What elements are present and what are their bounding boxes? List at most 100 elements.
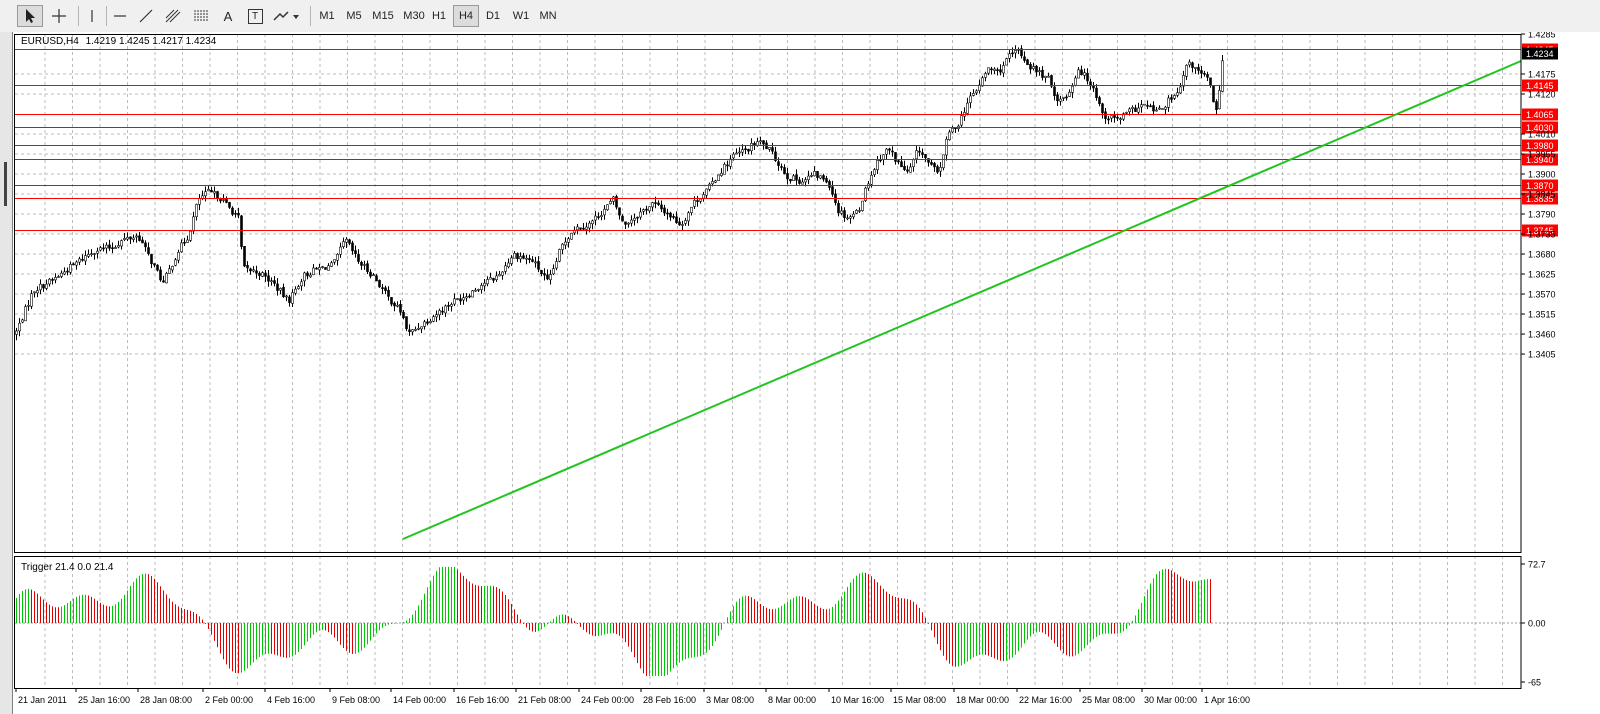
candle-body	[423, 321, 426, 327]
candle-body	[768, 147, 771, 150]
arrows-button[interactable]	[270, 5, 304, 27]
candle-body	[69, 264, 72, 273]
candle-body	[630, 219, 633, 224]
candle-body	[225, 199, 228, 203]
timeframe-m5-button[interactable]: M5	[346, 10, 362, 22]
candle-body	[813, 170, 816, 177]
vertical-line-button[interactable]	[80, 5, 104, 27]
edge-marker	[4, 162, 7, 206]
candle-body	[618, 207, 621, 216]
crosshair-button[interactable]	[46, 5, 72, 27]
horizontal-line-button[interactable]	[108, 5, 132, 27]
candle-body	[591, 220, 594, 225]
level-price-label: 1.4145	[1526, 81, 1554, 91]
candle-body	[192, 216, 195, 232]
candle-body	[1038, 70, 1041, 73]
candle-body	[234, 212, 237, 215]
time-axis-label: 22 Mar 16:00	[1019, 695, 1072, 705]
candle-body	[816, 171, 819, 178]
level-price-badge	[1522, 179, 1558, 192]
candle-body	[576, 226, 579, 231]
candle-body	[750, 143, 753, 152]
candle-body	[60, 272, 63, 277]
candle-body	[525, 257, 528, 260]
price-axis-label: 1.3625	[1528, 270, 1556, 280]
price-axis-label: 1.3460	[1528, 330, 1556, 340]
candle-body	[378, 280, 381, 288]
candle-body	[639, 211, 642, 218]
trendline-button[interactable]	[134, 5, 158, 27]
candle-body	[438, 310, 441, 316]
timeframe-m1-button[interactable]: M1	[319, 10, 335, 22]
cursor-button[interactable]	[17, 5, 43, 27]
candle-body	[789, 178, 792, 182]
candle-body	[291, 292, 294, 304]
candle-body	[1098, 97, 1101, 104]
candle-body	[324, 267, 327, 270]
candle-body	[825, 178, 828, 183]
candle-body	[273, 280, 276, 284]
candle-body	[972, 93, 975, 96]
candle-body	[339, 246, 342, 255]
timeframe-m15-button[interactable]: M15	[372, 10, 394, 22]
candle-body	[381, 287, 384, 289]
candle-body	[552, 268, 555, 275]
timeframe-h4-button[interactable]: H4	[453, 5, 479, 27]
timeframe-mn-button[interactable]: MN	[539, 10, 557, 22]
candle-body	[711, 181, 714, 185]
candle-body	[429, 320, 432, 324]
candle-body	[1212, 85, 1215, 103]
candle-body	[252, 269, 255, 272]
candle-body	[636, 216, 639, 219]
candle-body	[798, 179, 801, 184]
candle-body	[345, 238, 348, 243]
candle-body	[168, 268, 171, 274]
candle-body	[363, 264, 366, 266]
toolbar-separator	[310, 6, 311, 26]
candle-body	[1194, 67, 1197, 69]
candle-body	[633, 217, 636, 221]
candle-body	[237, 212, 240, 216]
candle-body	[66, 270, 69, 273]
candle-body	[144, 242, 147, 248]
candle-body	[507, 262, 510, 268]
candle-body	[900, 161, 903, 168]
candle-body	[402, 311, 405, 318]
chart-canvas[interactable]: 1.42451.41451.40651.40301.39801.39401.38…	[13, 32, 1600, 714]
text-label-button[interactable]: T	[243, 5, 267, 27]
candle-body	[1170, 97, 1173, 100]
chart-window[interactable]: 1.42451.41451.40651.40301.39801.39401.38…	[12, 32, 1600, 714]
candle-body	[63, 271, 66, 275]
symbol-label: EURUSD,H4	[21, 36, 79, 47]
fibonacci-button[interactable]	[188, 5, 214, 27]
timeframe-d1-button[interactable]: D1	[485, 10, 501, 22]
candle-body	[924, 154, 927, 159]
candle-body	[285, 295, 288, 298]
candle-body	[1002, 65, 1005, 74]
candle-body	[450, 304, 453, 307]
candle-body	[654, 202, 657, 204]
candle-body	[996, 69, 999, 72]
ascending-trendline[interactable]	[402, 60, 1522, 540]
toolbar-separator	[106, 6, 107, 26]
timeframe-w1-button[interactable]: W1	[512, 10, 530, 22]
candle-body	[327, 265, 330, 271]
candle-body	[786, 173, 789, 180]
candle-body	[120, 240, 123, 247]
timeframe-h1-button[interactable]: H1	[431, 10, 447, 22]
channel-button[interactable]	[160, 5, 186, 27]
candle-body	[45, 283, 48, 289]
candle-body	[240, 215, 243, 247]
text-button[interactable]: A	[216, 5, 240, 27]
candle-body	[207, 189, 210, 192]
candle-body	[1071, 85, 1074, 93]
arrows-dropdown-icon	[273, 11, 299, 21]
candle-body	[390, 297, 393, 305]
candle-body	[651, 202, 654, 208]
candle-body	[1110, 115, 1113, 119]
timeframe-m30-button[interactable]: M30	[403, 10, 425, 22]
candle-body	[84, 255, 87, 262]
candle-body	[1044, 75, 1047, 78]
candle-body	[549, 274, 552, 281]
candle-body	[1062, 96, 1065, 99]
